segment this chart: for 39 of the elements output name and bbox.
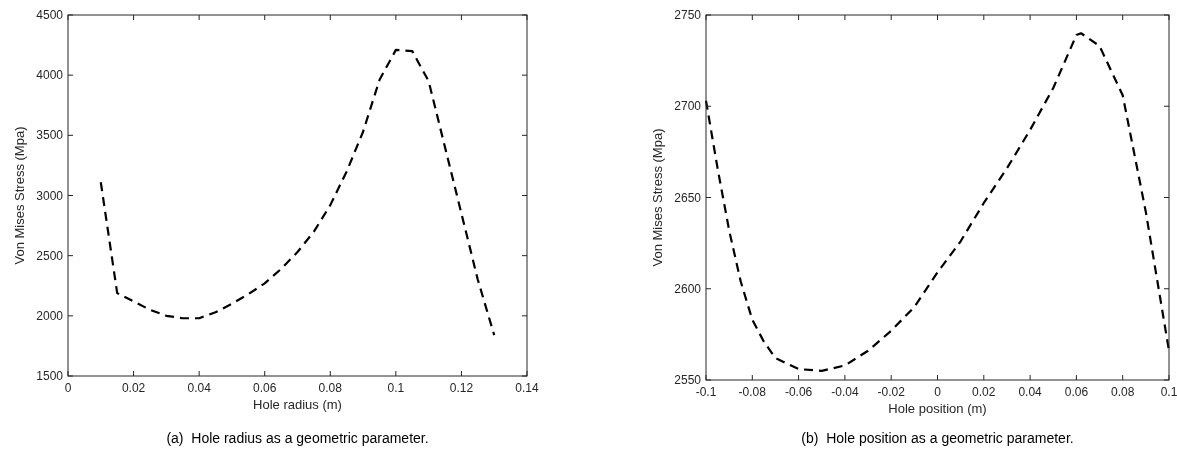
x-axis-title: Hole position (m) bbox=[888, 401, 987, 416]
y-tick-label: 1500 bbox=[36, 369, 64, 383]
x-tick-label: -0.1 bbox=[695, 385, 717, 399]
y-tick-label: 2750 bbox=[674, 8, 702, 22]
x-tick-label: 0.06 bbox=[253, 381, 277, 395]
x-tick-label: 0.12 bbox=[449, 381, 474, 395]
x-tick-label: -0.04 bbox=[831, 385, 859, 399]
x-tick-label: 0.04 bbox=[187, 381, 212, 395]
text: (b) Hole position as a geometric parameter. bbox=[801, 430, 1074, 446]
y-tick-label: 3000 bbox=[36, 188, 64, 203]
x-tick-label: 0.08 bbox=[318, 381, 343, 395]
line-series bbox=[99, 48, 496, 337]
line-series bbox=[704, 32, 1171, 372]
x-tick-label: -0.06 bbox=[784, 385, 813, 399]
y-tick-label: 2500 bbox=[36, 248, 64, 263]
x-tick-label: 0 bbox=[934, 385, 942, 399]
x-tick-label: -0.08 bbox=[738, 385, 767, 399]
y-tick-label: 4500 bbox=[36, 8, 64, 22]
x-tick-label: 0.06 bbox=[1064, 385, 1089, 399]
y-tick-label: 2000 bbox=[36, 308, 64, 323]
x-axis-title: Hole radius (m) bbox=[253, 397, 342, 412]
x-tick-label: 0.1 bbox=[1160, 385, 1177, 399]
y-axis-title: Von Mises Stress (Mpa) bbox=[12, 126, 27, 265]
y-tick-label: 2550 bbox=[674, 373, 702, 387]
x-tick-label: 0.04 bbox=[1018, 385, 1043, 399]
x-tick-label: -0.02 bbox=[877, 385, 906, 399]
y-tick-label: 2700 bbox=[674, 99, 702, 114]
y-tick-label: 3500 bbox=[36, 128, 64, 143]
x-tick-label: 0.14 bbox=[515, 381, 539, 395]
y-tick-label: 4000 bbox=[36, 68, 64, 83]
y-tick-label: 2650 bbox=[674, 190, 702, 205]
y-axis-title: Von Mises Stress (Mpa) bbox=[650, 128, 665, 267]
x-tick-label: 0.02 bbox=[972, 385, 996, 399]
y-tick-label: 2600 bbox=[674, 281, 702, 296]
x-tick-label: 0.1 bbox=[387, 381, 405, 395]
x-tick-label: 0.02 bbox=[121, 381, 146, 395]
x-tick-label: 0.08 bbox=[1111, 385, 1135, 399]
text: (a) Hole radius as a geometric parameter. bbox=[166, 430, 429, 446]
x-tick-label: 0 bbox=[64, 381, 72, 395]
